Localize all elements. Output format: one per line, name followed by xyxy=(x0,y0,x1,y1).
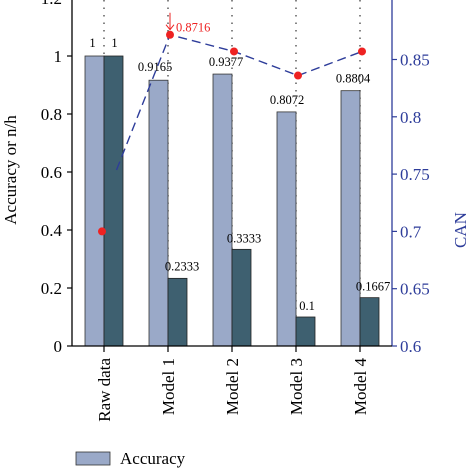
bar-nh xyxy=(231,248,252,347)
right-tick-label: 0.8 xyxy=(400,108,421,127)
can-point xyxy=(358,47,366,56)
bar-accuracy xyxy=(276,111,297,347)
right-tick-label: 0.65 xyxy=(400,280,430,299)
left-tick-label: 0.6 xyxy=(41,163,62,182)
left-tick-label: 0 xyxy=(54,337,63,356)
right-axis-label: CAN xyxy=(451,212,470,248)
data-label-accuracy: 0.9377 xyxy=(209,55,243,69)
can-line: 0.8716 xyxy=(98,12,366,236)
right-axis-ticks: 0.6 0.65 0.7 0.75 0.8 0.85 xyxy=(392,51,430,356)
data-label-accuracy: 1 xyxy=(89,36,95,50)
data-label-accuracy: 0.9165 xyxy=(138,60,172,74)
right-tick-label: 0.75 xyxy=(400,165,430,184)
data-label-nh: 0.2333 xyxy=(165,259,199,273)
data-label-nh: 0.3333 xyxy=(227,231,261,245)
bar-nh xyxy=(103,55,124,347)
legend-label-accuracy: Accuracy xyxy=(120,449,186,468)
bar-accuracy xyxy=(84,55,105,347)
can-point xyxy=(294,71,302,80)
right-tick-label: 0.7 xyxy=(400,222,422,241)
x-axis-ticks: Raw data Model 1 Model 2 Model 3 Model 4 xyxy=(95,346,370,422)
data-label-nh: 0.1667 xyxy=(356,280,390,294)
x-tick-label: Raw data xyxy=(95,358,114,422)
data-label-accuracy: 0.8804 xyxy=(336,72,371,86)
bar-labels: 1 1 0.9165 0.2333 0.9377 0.3333 0.8072 0.1 0.880… xyxy=(89,36,390,313)
bar-nh xyxy=(167,277,188,347)
bars xyxy=(84,55,380,347)
x-tick-label: Model 3 xyxy=(287,358,306,415)
can-point xyxy=(230,47,238,56)
bar-accuracy xyxy=(340,90,361,347)
legend: Accuracy xyxy=(75,449,186,468)
data-label-accuracy: 0.8072 xyxy=(270,93,304,107)
can-point xyxy=(98,227,106,236)
left-axis-ticks: 0 0.2 0.4 0.6 0.8 1 1.2 xyxy=(41,0,72,356)
bar-nh xyxy=(359,297,380,347)
annotation-label: 0.8716 xyxy=(176,21,210,35)
x-tick-label: Model 2 xyxy=(223,358,242,415)
legend-swatch-accuracy xyxy=(75,451,111,466)
x-tick-label: Model 1 xyxy=(159,358,178,415)
data-label-nh: 1 xyxy=(111,36,117,50)
right-tick-label: 0.6 xyxy=(400,337,421,356)
can-point xyxy=(166,30,174,39)
left-tick-label: 1 xyxy=(54,47,63,66)
annotation-arrow-head xyxy=(165,24,175,31)
left-tick-label: 1.2 xyxy=(41,0,62,8)
bar-accuracy xyxy=(148,79,169,347)
left-tick-label: 0.8 xyxy=(41,105,62,124)
left-tick-label: 0.2 xyxy=(41,279,62,298)
data-label-nh: 0.1 xyxy=(299,299,315,313)
bar-accuracy xyxy=(212,73,233,347)
x-tick-label: Model 4 xyxy=(351,358,370,416)
bar-nh xyxy=(295,316,316,347)
left-axis-label: Accuracy or n/h xyxy=(1,115,20,225)
right-tick-label: 0.85 xyxy=(400,51,430,70)
left-tick-label: 0.4 xyxy=(41,221,63,240)
